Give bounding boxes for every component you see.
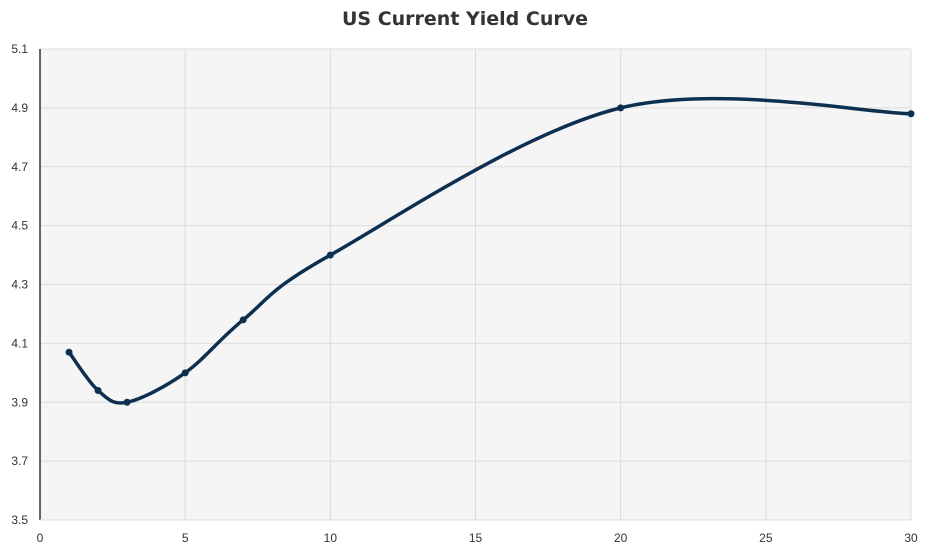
x-tick-label: 0	[37, 531, 44, 545]
data-point	[326, 251, 334, 259]
data-point	[94, 386, 102, 394]
x-tick-label: 20	[614, 531, 628, 545]
yield-curve-line	[67, 96, 913, 405]
data-point	[65, 348, 73, 356]
y-tick-label: 4.7	[11, 160, 28, 174]
data-point	[907, 110, 915, 118]
data-point	[617, 104, 625, 112]
y-tick-label: 3.5	[11, 513, 28, 527]
x-tick-label: 30	[904, 531, 918, 545]
data-point	[123, 398, 131, 406]
y-tick-label: 4.1	[11, 336, 28, 350]
y-tick-label: 3.9	[11, 395, 28, 409]
x-tick-label: 25	[759, 531, 773, 545]
y-tick-label: 4.9	[11, 101, 28, 115]
y-tick-label: 5.1	[11, 42, 28, 56]
x-tick-label: 10	[324, 531, 338, 545]
y-tick-label: 4.5	[11, 219, 28, 233]
data-point	[239, 316, 247, 324]
data-point	[181, 369, 189, 377]
axes	[39, 49, 911, 521]
y-tick-label: 4.3	[11, 278, 28, 292]
series-layer	[65, 96, 915, 406]
chart-title: US Current Yield Curve	[341, 8, 589, 30]
x-tick-label: 15	[469, 531, 483, 545]
x-tick-label: 5	[182, 531, 189, 545]
y-tick-label: 3.7	[11, 454, 28, 468]
tick-labels: 3.5 3.7 3.9 4.1 4.3 4.5 4.7 4.9 5.1 0 5 10 15 20 25 30	[11, 42, 918, 545]
